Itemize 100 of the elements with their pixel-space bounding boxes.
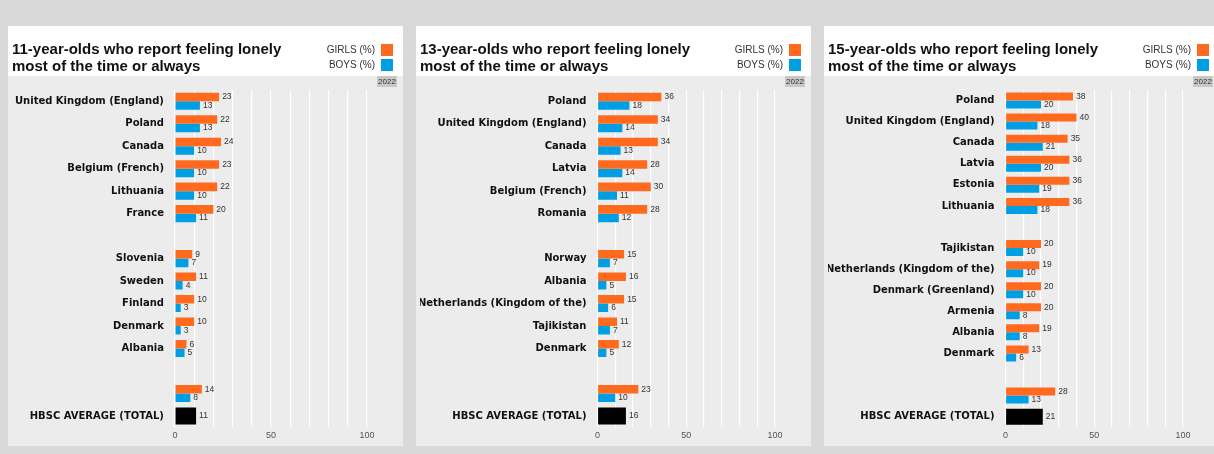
y-tick-label: United Kingdom (England) [14,94,164,106]
data-label: 23 [222,91,232,102]
data-label: 3 [183,302,189,313]
bar [175,146,195,155]
data-label: 36 [1072,196,1083,207]
data-label: 18 [1040,119,1051,130]
bar [1006,332,1020,341]
y-tick-label: HBSC AVERAGE (TOTAL) [860,410,995,422]
bar [598,272,626,282]
data-label: 30 [653,181,664,192]
y-tick-label: Canada [952,136,995,148]
y-tick-label: Latvia [551,162,587,174]
legend-label: GIRLS (%) [326,44,375,55]
bar [598,250,625,259]
data-label: 10 [1026,267,1036,278]
x-tick-label: 50 [681,430,692,441]
bar [598,393,616,403]
data-label: 20 [1044,301,1054,312]
data-label: 10 [197,293,207,304]
bar [598,205,648,214]
x-tick-label: 50 [265,430,276,441]
data-label: 12 [621,338,632,349]
y-tick-label: United Kingdom (England) [437,117,587,129]
bar [1006,261,1040,270]
bar [598,168,623,178]
data-label: 36 [664,91,675,102]
bar [1006,184,1040,193]
bar [175,191,195,200]
bar [175,393,191,403]
data-label: 28 [1058,385,1068,396]
bar [598,182,651,192]
y-tick-label: Armenia [947,304,995,316]
data-label: 14 [204,383,215,394]
data-label: 13 [623,144,634,155]
bar [1006,345,1029,354]
bar [1006,205,1038,214]
data-label: 16 [628,410,639,421]
bar [175,303,181,313]
y-tick-label: Tajikistan [940,241,995,253]
data-label: 6 [189,338,195,349]
data-label: 9 [195,248,201,259]
bar [1006,113,1077,122]
data-label: 8 [1022,330,1028,341]
data-label: 40 [1079,111,1090,122]
y-tick-label: Poland [125,117,164,129]
bar [598,326,610,335]
y-tick-label: Poland [547,94,587,106]
bar [1006,248,1024,257]
data-label: 7 [191,257,197,268]
bar [598,146,621,155]
y-tick-label: Belgium (French) [67,162,164,174]
data-label: 14 [625,122,636,133]
bar [598,92,662,102]
data-label: 8 [1022,309,1028,320]
y-tick-label: Denmark [113,319,165,331]
data-label: 18 [632,99,643,110]
data-label: 23 [641,383,652,394]
text: 2022 [786,77,805,87]
x-tick-label: 0 [1002,430,1009,441]
y-tick-label: Albania [952,325,995,337]
bar [1006,290,1024,299]
data-label: 19 [1042,259,1052,270]
data-label: 11 [199,410,209,421]
data-label: 10 [197,189,207,200]
bar [1006,282,1041,291]
y-tick-label: France [126,207,165,219]
bar [175,295,195,304]
bar [1006,353,1017,362]
data-label: 11 [199,271,209,282]
y-tick-label: Canada [122,139,164,151]
data-label: 10 [1026,288,1036,299]
y-tick-label: Romania [537,207,587,219]
data-label: 5 [609,279,615,290]
data-label: 22 [220,181,230,192]
y-tick-label: Lithuania [111,184,164,196]
y-tick-label: Norway [544,252,587,264]
bar [1006,324,1040,333]
data-label: 34 [660,136,671,147]
bar [175,348,185,358]
bar [175,205,214,214]
y-tick-label: Belgium (French) [489,184,587,196]
data-label: 5 [609,347,615,358]
data-label: 24 [224,136,234,147]
data-label: 36 [1072,154,1083,165]
bar [175,272,197,282]
data-label: 6 [611,302,617,313]
data-label: 10 [197,167,207,178]
bar [175,407,197,425]
bar [598,123,623,133]
y-tick-label: Poland [955,94,995,106]
bar [1006,311,1020,320]
data-label: 7 [612,324,618,335]
x-tick-label: 0 [172,430,178,441]
y-tick-label: Estonia [952,178,995,190]
bar [175,326,181,335]
bar [598,348,607,358]
y-tick-label: Tajikistan [532,319,587,331]
data-label: 10 [197,316,207,327]
bar [598,317,618,327]
y-tick-label: Latvia [959,157,995,169]
